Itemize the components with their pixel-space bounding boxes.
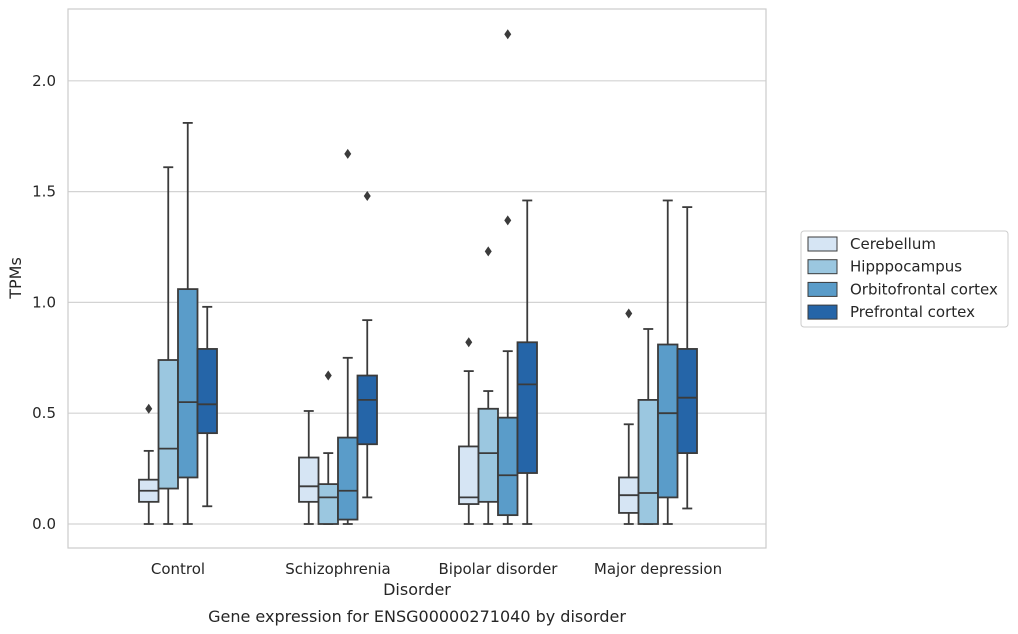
box-1-3 bbox=[637, 328, 659, 525]
outlier-point bbox=[625, 308, 633, 319]
outlier-point bbox=[504, 215, 512, 226]
box-3-2 bbox=[516, 199, 538, 525]
box-0-0 bbox=[138, 403, 160, 525]
legend-entry: Hipppocampus bbox=[807, 258, 962, 276]
outlier-point bbox=[465, 337, 473, 348]
x-tick-label: Major depression bbox=[594, 560, 722, 578]
legend-swatch bbox=[807, 281, 838, 297]
iqr-box bbox=[337, 436, 359, 521]
legend: Cerebellum Hipppocampus Orbitofrontal cort… bbox=[800, 230, 1009, 328]
figure-caption: Gene expression for ENSG00000271040 by d… bbox=[208, 607, 626, 626]
legend-entry: Cerebellum bbox=[807, 235, 936, 253]
outlier-point bbox=[484, 246, 492, 257]
y-axis-label: TPMs bbox=[6, 257, 25, 300]
iqr-box bbox=[356, 374, 378, 446]
box-0-3 bbox=[618, 308, 640, 525]
x-tick-label: Schizophrenia bbox=[285, 560, 390, 578]
iqr-box bbox=[516, 341, 538, 474]
iqr-box bbox=[317, 483, 339, 525]
legend-swatch bbox=[807, 259, 838, 275]
y-tick-label: 0.5 bbox=[32, 404, 56, 422]
iqr-box bbox=[298, 456, 320, 503]
iqr-box bbox=[196, 348, 218, 435]
legend-swatch bbox=[807, 236, 838, 252]
box-2-2 bbox=[497, 29, 519, 525]
box-2-3 bbox=[657, 199, 679, 525]
outlier-point bbox=[145, 403, 153, 414]
iqr-box bbox=[157, 359, 179, 490]
x-axis-ticks: Control Schizophrenia Bipolar disorder Majo… bbox=[151, 560, 722, 578]
x-axis-label: Disorder bbox=[383, 580, 451, 599]
y-tick-label: 2.0 bbox=[32, 72, 56, 90]
legend-entry: Prefrontal cortex bbox=[807, 303, 975, 321]
box-2-0 bbox=[177, 122, 199, 525]
box-3-1 bbox=[356, 191, 378, 499]
box-0-1 bbox=[298, 410, 320, 525]
legend-label: Prefrontal cortex bbox=[850, 303, 975, 321]
outlier-point bbox=[504, 29, 512, 40]
box-1-1 bbox=[317, 370, 339, 525]
y-axis-ticks: 0.0 0.5 1.0 1.5 2.0 bbox=[32, 72, 56, 533]
x-tick-label: Bipolar disorder bbox=[439, 560, 559, 578]
y-tick-label: 1.0 bbox=[32, 293, 56, 311]
iqr-box bbox=[477, 407, 499, 503]
iqr-box bbox=[657, 343, 679, 499]
outlier-point bbox=[324, 370, 332, 381]
iqr-box bbox=[497, 416, 519, 517]
x-tick-label: Control bbox=[151, 560, 205, 578]
y-tick-label: 1.5 bbox=[32, 183, 56, 201]
iqr-box bbox=[637, 399, 659, 525]
y-tick-label: 0.0 bbox=[32, 515, 56, 533]
legend-frame bbox=[800, 230, 1009, 328]
box-3-3 bbox=[676, 206, 698, 510]
box-0-2 bbox=[458, 337, 480, 525]
legend-label: Cerebellum bbox=[850, 235, 936, 253]
legend-entry: Orbitofrontal cortex bbox=[807, 280, 998, 298]
iqr-box bbox=[676, 348, 698, 454]
box-1-0 bbox=[157, 166, 179, 525]
outlier-point bbox=[363, 191, 371, 202]
iqr-box bbox=[177, 288, 199, 479]
box-2-1 bbox=[337, 148, 359, 525]
box-1-2 bbox=[477, 246, 499, 525]
legend-label: Hipppocampus bbox=[850, 258, 962, 276]
legend-label: Orbitofrontal cortex bbox=[850, 280, 998, 298]
box-plot-area bbox=[138, 29, 698, 525]
iqr-box bbox=[458, 445, 480, 505]
plot-frame bbox=[67, 8, 767, 549]
box-3-0 bbox=[196, 305, 218, 508]
outlier-point bbox=[344, 148, 352, 159]
legend-swatch bbox=[807, 304, 838, 320]
